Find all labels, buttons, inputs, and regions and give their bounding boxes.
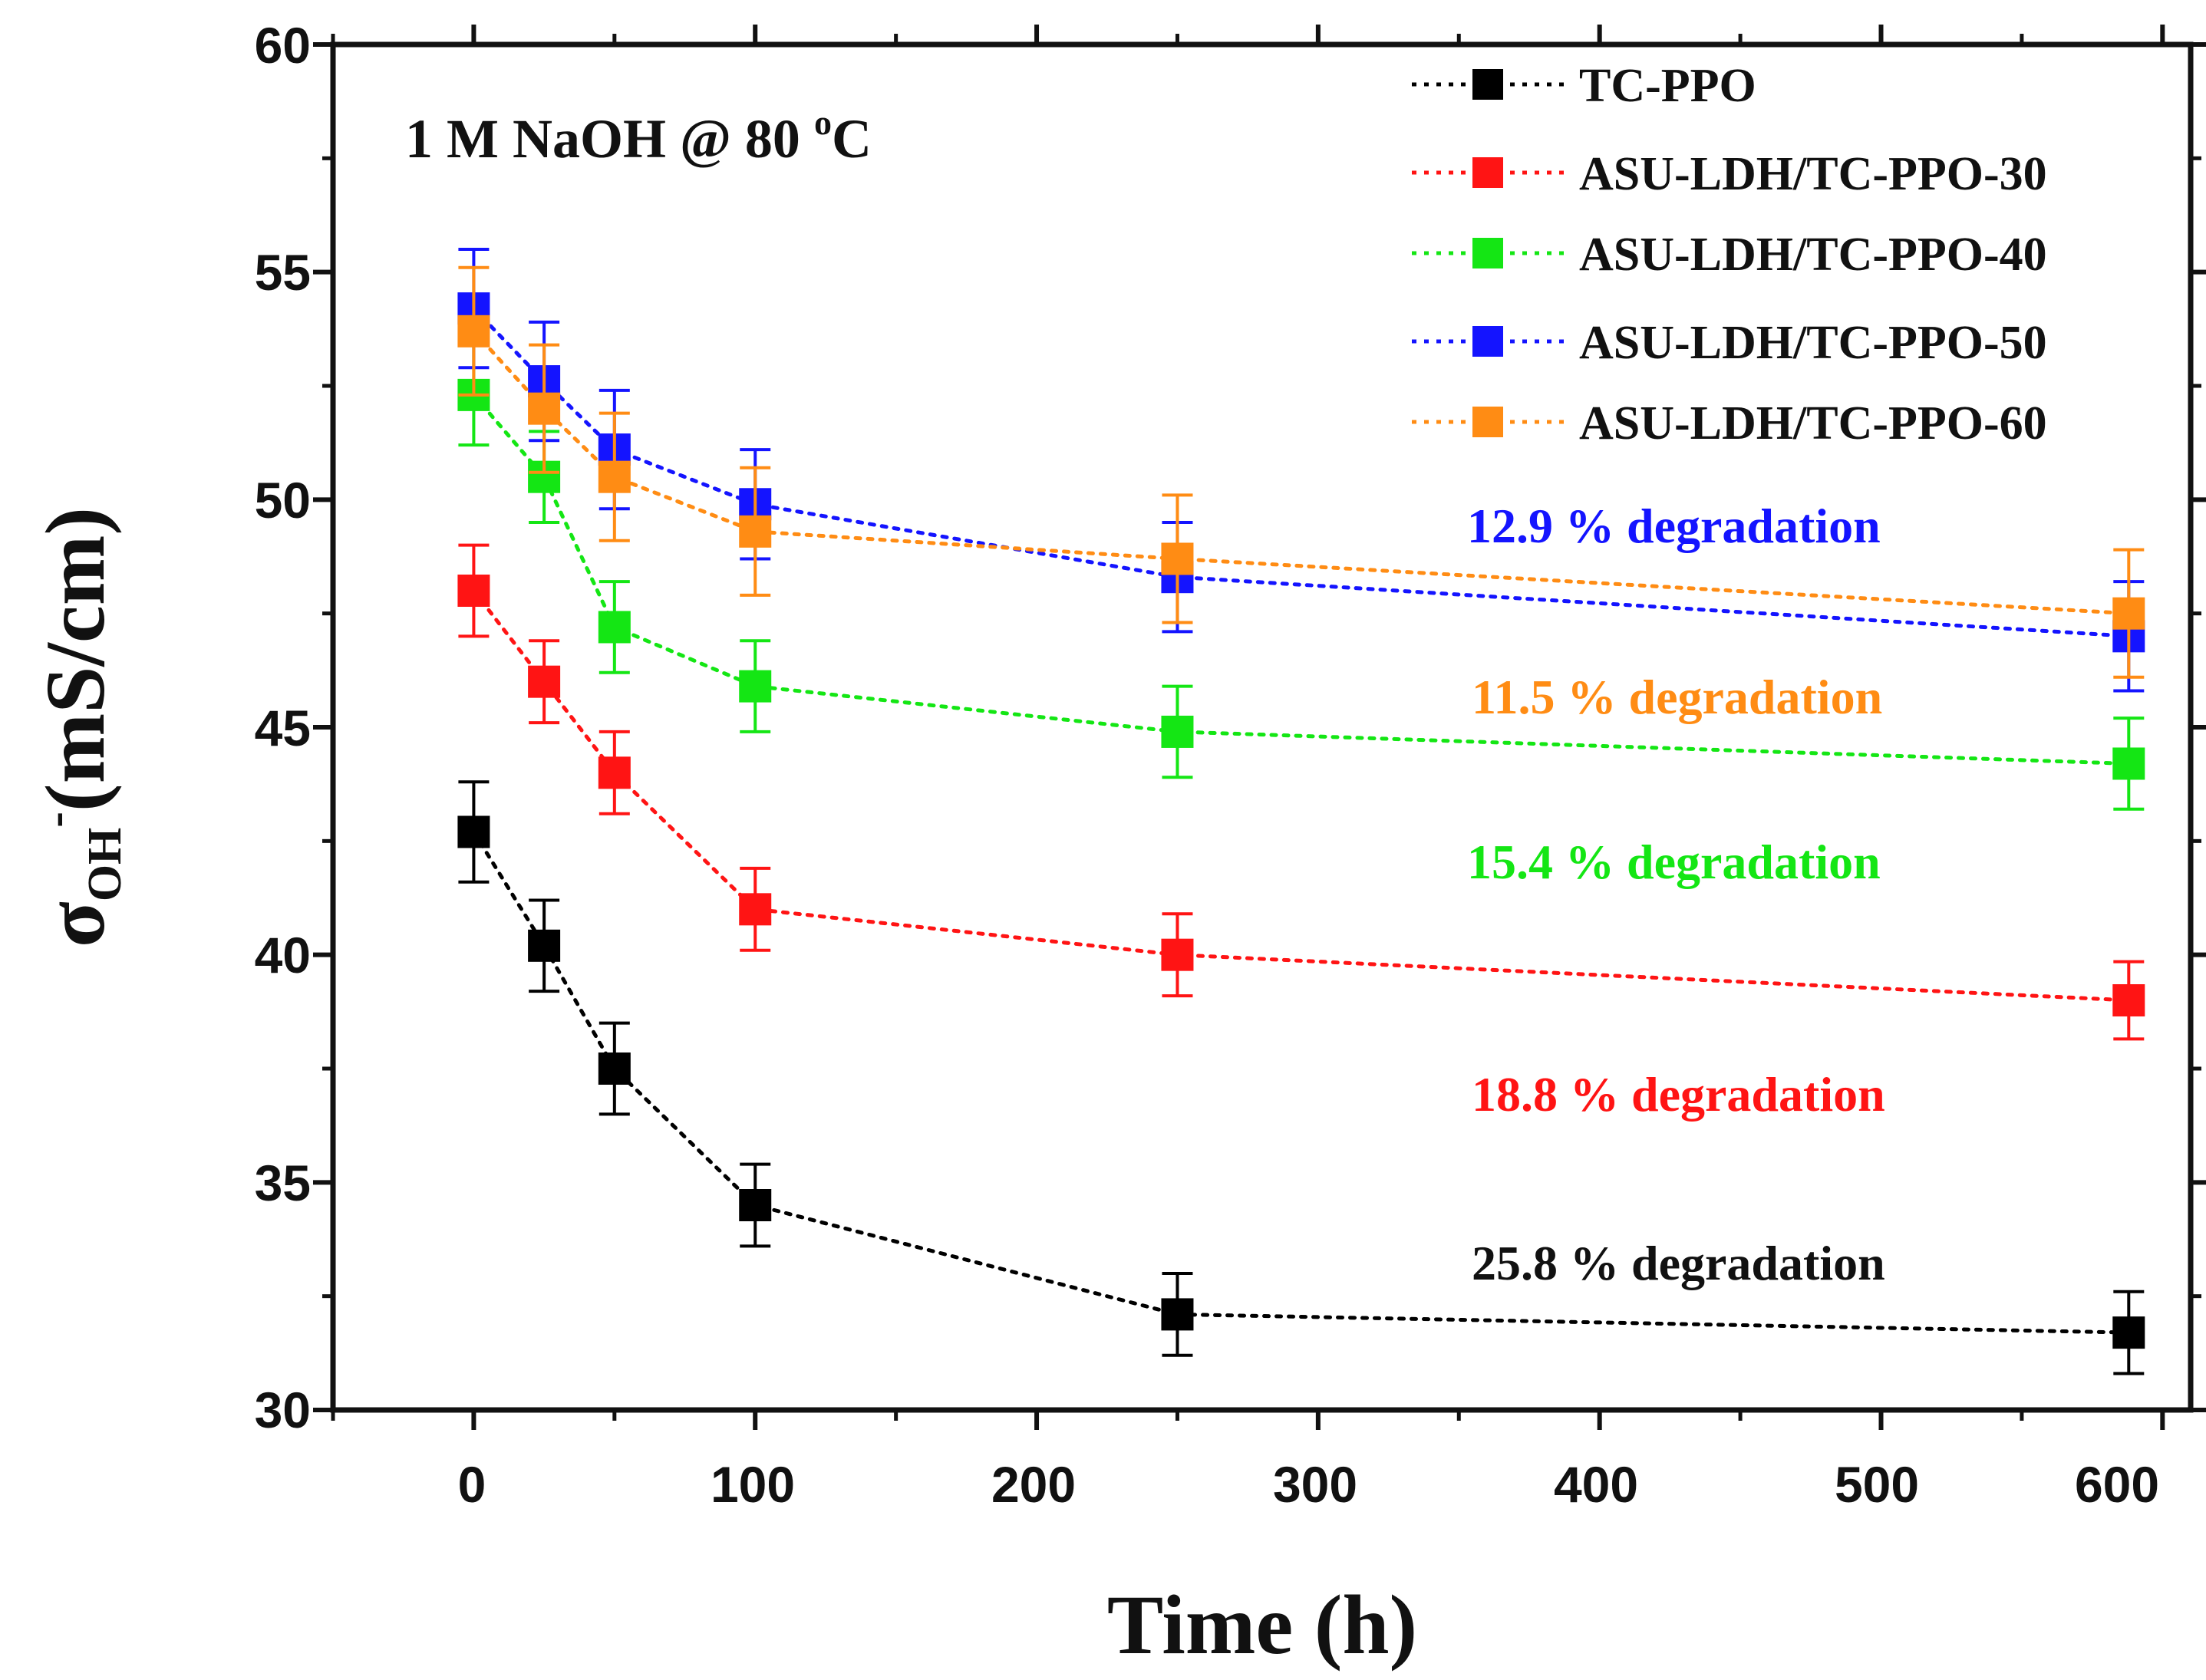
data-point bbox=[1161, 715, 1194, 748]
data-point bbox=[528, 665, 561, 698]
data-point bbox=[2112, 747, 2145, 780]
data-point bbox=[457, 815, 490, 848]
legend-entry: ASU-LDH/TC-PPO-40 bbox=[1412, 229, 2047, 281]
series-asu-ldh-tc-ppo-50 bbox=[457, 248, 2145, 693]
data-point bbox=[528, 392, 561, 425]
data-point bbox=[1161, 1298, 1194, 1331]
data-point bbox=[739, 515, 772, 548]
annotation-label: 12.9 % degradation bbox=[1467, 499, 1881, 553]
legend-marker bbox=[1472, 238, 1503, 268]
data-point bbox=[598, 611, 631, 644]
condition-label: 1 M NaOH @ 80 oC bbox=[405, 103, 872, 170]
y-tick-label: 60 bbox=[255, 17, 311, 74]
x-tick-labels: 0 100 200 300 400 500 600 bbox=[458, 1456, 2159, 1513]
annotation-label: 25.8 % degradation bbox=[1472, 1236, 1885, 1290]
x-axis-title: Time (h) bbox=[1107, 1578, 1417, 1672]
data-point bbox=[2112, 1316, 2145, 1349]
y-tick-label: 55 bbox=[255, 244, 311, 301]
legend-label: ASU-LDH/TC-PPO-50 bbox=[1579, 317, 2047, 369]
annotation-label: 15.4 % degradation bbox=[1467, 835, 1881, 889]
data-point bbox=[2112, 597, 2145, 630]
x-tick-label: 100 bbox=[711, 1456, 795, 1513]
data-point bbox=[739, 1189, 772, 1221]
y-tick-labels: 30 35 40 45 50 55 60 bbox=[255, 17, 311, 1438]
legend-entry: ASU-LDH/TC-PPO-30 bbox=[1412, 148, 2047, 200]
data-point bbox=[457, 575, 490, 607]
annotations: 12.9 % degradation 11.5 % degradation 15… bbox=[1467, 499, 1885, 1290]
y-tick-label: 35 bbox=[255, 1155, 311, 1211]
legend-label: ASU-LDH/TC-PPO-40 bbox=[1579, 229, 2047, 281]
legend-marker bbox=[1472, 69, 1503, 100]
y-tick-label: 40 bbox=[255, 927, 311, 983]
data-point bbox=[598, 460, 631, 493]
data-point bbox=[598, 756, 631, 789]
legend-entry: TC-PPO bbox=[1412, 60, 1756, 112]
series-asu-ldh-tc-ppo-30 bbox=[457, 543, 2145, 1041]
legend-marker bbox=[1472, 407, 1503, 437]
y-axis-title: σOH-(mS/cm) bbox=[28, 507, 131, 947]
annotation-label: 18.8 % degradation bbox=[1472, 1067, 1885, 1122]
data-point bbox=[1161, 938, 1194, 971]
y-tick-label: 45 bbox=[255, 700, 311, 756]
data-point bbox=[1161, 542, 1194, 575]
legend-marker bbox=[1472, 157, 1503, 188]
data-point bbox=[457, 315, 490, 348]
data-point bbox=[739, 670, 772, 703]
y-tick-label: 30 bbox=[255, 1382, 311, 1438]
x-tick-label: 400 bbox=[1554, 1456, 1638, 1513]
series-line bbox=[471, 329, 2131, 616]
data-point bbox=[739, 893, 772, 926]
x-tick-label: 600 bbox=[2075, 1456, 2159, 1513]
data-point bbox=[2112, 984, 2145, 1016]
legend-entry: ASU-LDH/TC-PPO-50 bbox=[1412, 317, 2047, 369]
series-line bbox=[471, 830, 2131, 1335]
x-tick-label: 0 bbox=[458, 1456, 486, 1513]
legend-label: TC-PPO bbox=[1579, 60, 1756, 112]
x-tick-label: 300 bbox=[1273, 1456, 1357, 1513]
axis-ticks bbox=[313, 25, 2206, 1430]
legend-label: ASU-LDH/TC-PPO-60 bbox=[1579, 397, 2047, 450]
data-point bbox=[528, 929, 561, 962]
legend-marker bbox=[1472, 326, 1503, 357]
series-line bbox=[471, 588, 2131, 1003]
legend-label: ASU-LDH/TC-PPO-30 bbox=[1579, 148, 2047, 200]
annotation-label: 11.5 % degradation bbox=[1472, 670, 1882, 724]
data-point bbox=[598, 1052, 631, 1085]
series-tc-ppo bbox=[457, 780, 2145, 1375]
y-tick-label: 50 bbox=[255, 472, 311, 529]
x-tick-label: 200 bbox=[991, 1456, 1076, 1513]
legend: TC-PPO ASU-LDH/TC-PPO-30 ASU-LDH/TC-PPO-… bbox=[1412, 60, 2047, 450]
series-asu-ldh-tc-ppo-60 bbox=[457, 265, 2145, 679]
x-tick-label: 500 bbox=[1835, 1456, 1919, 1513]
series-layer bbox=[457, 248, 2145, 1375]
legend-entry: ASU-LDH/TC-PPO-60 bbox=[1412, 397, 2047, 450]
